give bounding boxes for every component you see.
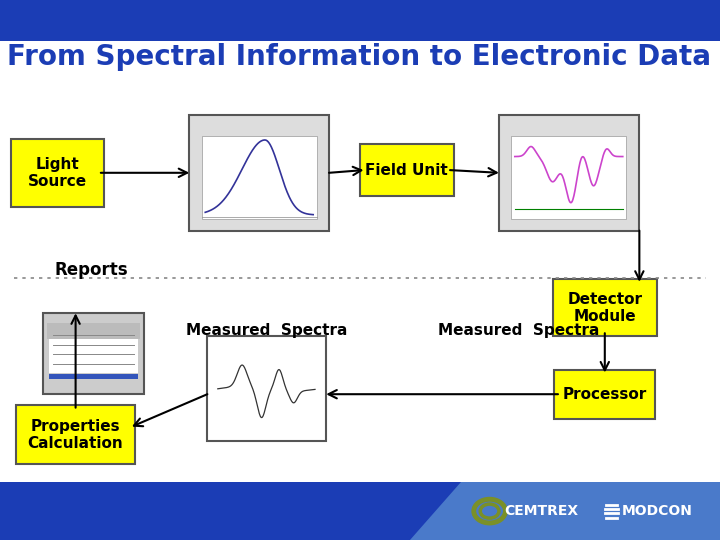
FancyBboxPatch shape — [207, 336, 325, 442]
Text: Light
Source: Light Source — [28, 157, 87, 189]
FancyBboxPatch shape — [11, 139, 104, 206]
FancyBboxPatch shape — [16, 405, 135, 464]
FancyBboxPatch shape — [511, 136, 626, 219]
Text: Reports: Reports — [54, 261, 127, 279]
FancyBboxPatch shape — [202, 136, 317, 219]
FancyBboxPatch shape — [498, 114, 639, 129]
FancyBboxPatch shape — [0, 482, 720, 540]
Text: Processor: Processor — [562, 387, 647, 402]
Text: Measured  Spectra: Measured Spectra — [186, 323, 347, 338]
FancyBboxPatch shape — [498, 115, 639, 231]
Polygon shape — [410, 482, 720, 540]
FancyBboxPatch shape — [49, 374, 138, 379]
FancyBboxPatch shape — [43, 313, 144, 394]
FancyBboxPatch shape — [189, 114, 329, 129]
Text: CEMTREX: CEMTREX — [504, 504, 578, 518]
FancyBboxPatch shape — [360, 144, 454, 195]
FancyBboxPatch shape — [0, 0, 720, 40]
FancyBboxPatch shape — [47, 323, 140, 339]
FancyBboxPatch shape — [554, 370, 655, 418]
FancyBboxPatch shape — [553, 280, 657, 336]
Text: Measured  Spectra: Measured Spectra — [438, 323, 599, 338]
FancyBboxPatch shape — [49, 328, 138, 373]
Text: Properties
Calculation: Properties Calculation — [28, 418, 123, 451]
Text: MODCON: MODCON — [621, 504, 692, 518]
FancyBboxPatch shape — [189, 115, 329, 231]
Text: Detector
Module: Detector Module — [567, 292, 642, 324]
Text: Field Unit: Field Unit — [366, 163, 448, 178]
Text: From Spectral Information to Electronic Data: From Spectral Information to Electronic … — [7, 43, 711, 71]
